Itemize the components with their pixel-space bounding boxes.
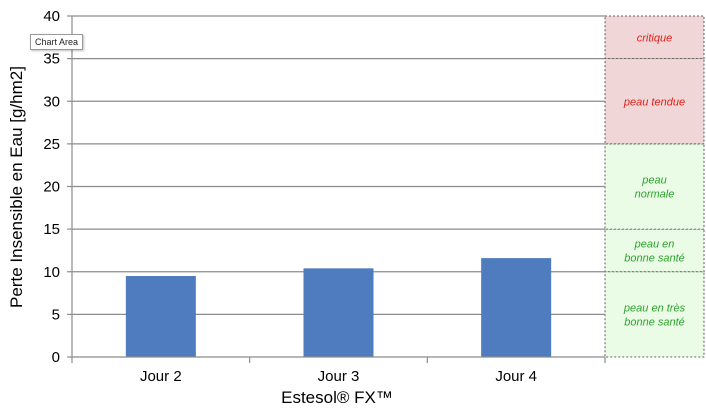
zone-band (604, 15, 705, 60)
zone-label: peau tendue (623, 96, 685, 108)
zone-label: bonne santé (624, 252, 685, 264)
zone-label: peau en (634, 238, 675, 250)
x-tick-label: Jour 3 (318, 368, 360, 385)
y-tick-label: 15 (43, 221, 60, 238)
zone-band (604, 228, 705, 273)
bar (481, 258, 552, 357)
y-tick-label: 35 (43, 51, 60, 68)
zone-label: peau (641, 175, 666, 187)
chart-area-tooltip: Chart Area (30, 34, 84, 50)
zone-band (604, 271, 705, 358)
bar (125, 276, 196, 357)
y-tick-label: 5 (52, 306, 60, 323)
x-tick-labels: Jour 2 Jour 3 Jour 4 (140, 368, 537, 385)
x-tick-label: Jour 4 (495, 368, 537, 385)
zone-label: normale (635, 189, 675, 201)
bars (125, 258, 552, 357)
bar (303, 268, 374, 357)
zone-label: critique (637, 32, 672, 44)
y-axis-title: Perte Insensible en Eau [g/hm2] (7, 66, 26, 308)
zone-label: bonne santé (624, 316, 685, 328)
x-axis-title: Estesol® FX™ (281, 388, 393, 407)
y-tick-label: 25 (43, 136, 60, 153)
zone-label: peau en très (623, 302, 686, 314)
y-tick-label: 20 (43, 179, 60, 196)
axes (67, 15, 606, 363)
zone-band (604, 58, 705, 145)
x-tick-label: Jour 2 (140, 368, 182, 385)
y-tick-label: 30 (43, 93, 60, 110)
y-tick-label: 10 (43, 264, 60, 281)
y-tick-label: 40 (43, 8, 60, 25)
zone-panel: peau en très bonne santé peau en bonne sant… (604, 15, 705, 358)
y-tick-labels: 0 5 10 15 20 25 30 35 40 (43, 8, 60, 366)
zone-band (604, 143, 705, 230)
y-tick-label: 0 (52, 349, 60, 366)
